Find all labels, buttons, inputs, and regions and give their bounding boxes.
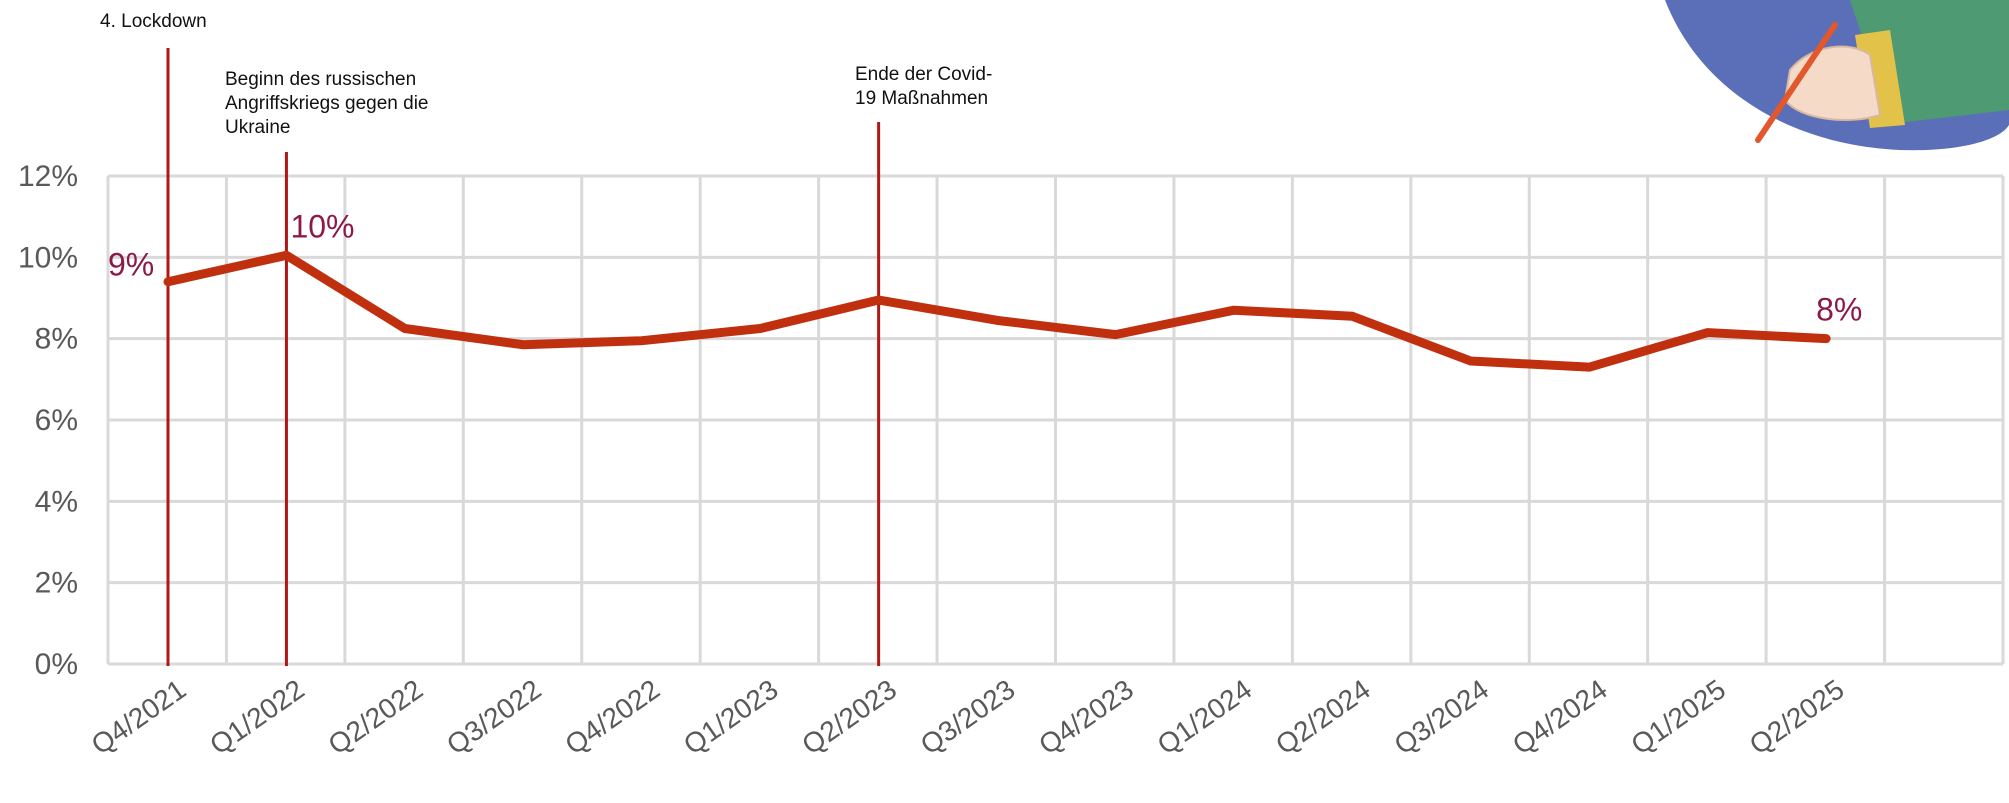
- x-tick-label: Q4/2021: [86, 674, 192, 761]
- y-tick-label: 8%: [35, 323, 78, 356]
- event-annotation-text: Ende der Covid-: [855, 64, 992, 85]
- event-annotation-text: Angriffskriegs gegen die: [225, 93, 429, 114]
- event-annotation-text: 4. Lockdown: [100, 11, 207, 32]
- x-tick-label: Q3/2023: [915, 674, 1021, 761]
- data-label: 10%: [290, 208, 354, 244]
- x-tick-label: Q4/2024: [1507, 674, 1613, 761]
- data-label: 9%: [108, 247, 154, 283]
- event-annotation-text: Beginn des russischen: [225, 69, 416, 90]
- event-annotation-text: Ukraine: [225, 117, 290, 138]
- event-annotations: 4. Lockdown Beginn des russischen Angriffs…: [100, 11, 992, 138]
- y-tick-label: 12%: [18, 160, 78, 193]
- y-tick-label: 10%: [18, 241, 78, 274]
- series-line: [163, 250, 1831, 372]
- gridlines: [106, 174, 2005, 666]
- data-label: 8%: [1816, 292, 1862, 328]
- event-lines: [166, 48, 881, 666]
- y-tick-label: 6%: [35, 404, 78, 437]
- x-tick-label: Q4/2023: [1033, 674, 1139, 761]
- illustration-decoration: [1665, 0, 2009, 151]
- x-tick-label: Q1/2025: [1625, 674, 1731, 761]
- series-polyline: [163, 250, 1831, 372]
- event-annotation-text: 19 Maßnahmen: [855, 88, 988, 109]
- x-tick-label: Q1/2023: [678, 674, 784, 761]
- x-tick-label: Q4/2022: [559, 674, 665, 761]
- x-tick-label: Q2/2025: [1744, 674, 1850, 761]
- x-tick-label: Q2/2024: [1270, 674, 1376, 761]
- x-tick-label: Q3/2022: [441, 674, 547, 761]
- x-tick-label: Q2/2023: [796, 674, 902, 761]
- y-tick-label: 2%: [35, 567, 78, 600]
- pencil-shape: [1755, 22, 1838, 143]
- x-tick-label: Q1/2024: [1152, 674, 1258, 761]
- x-tick-label: Q1/2022: [204, 674, 310, 761]
- y-tick-label: 4%: [35, 485, 78, 518]
- data-labels: 9% 10% 8%: [108, 208, 1862, 327]
- y-tick-label: 0%: [35, 648, 78, 681]
- x-axis-ticks: Q4/2021 Q1/2022 Q2/2022 Q3/2022 Q4/2022 Q1/20…: [86, 674, 1850, 761]
- x-tick-label: Q3/2024: [1388, 674, 1494, 761]
- y-axis-ticks: 0% 2% 4% 6% 8% 10% 12%: [18, 160, 78, 681]
- x-tick-label: Q2/2022: [323, 674, 429, 761]
